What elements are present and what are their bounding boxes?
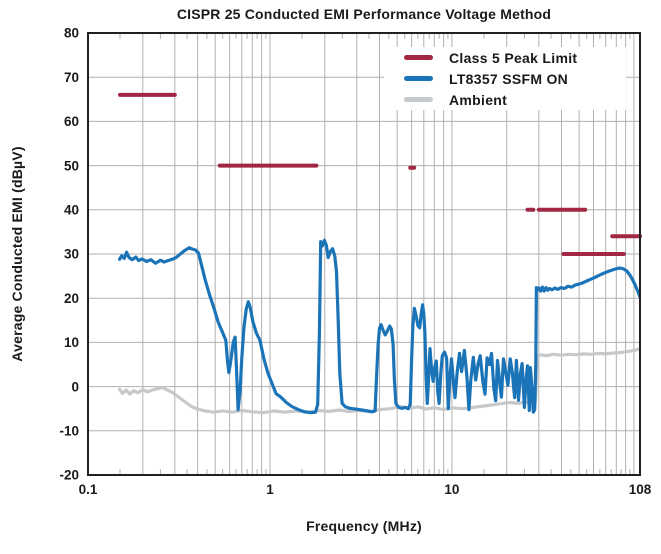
- y-tick-label: 80: [64, 26, 79, 41]
- y-tick-label: 30: [64, 247, 79, 262]
- y-tick-label: -20: [59, 468, 79, 483]
- legend-item-1: LT8357 SSFM ON: [404, 70, 626, 87]
- legend-label: Class 5 Peak Limit: [449, 49, 578, 66]
- y-tick-label: 10: [64, 335, 79, 350]
- legend-swatch-icon: [404, 76, 433, 81]
- y-tick-label: 0: [71, 379, 79, 394]
- chart-title: CISPR 25 Conducted EMI Performance Volta…: [176, 6, 552, 22]
- x-tick-label: 1: [266, 482, 274, 497]
- y-tick-label: 50: [64, 158, 79, 173]
- legend-label: Ambient: [449, 91, 508, 108]
- series-line-lt8357-ssfm-on: [117, 238, 640, 415]
- legend-item-0: Class 5 Peak Limit: [404, 49, 626, 66]
- y-tick-label: 40: [64, 203, 79, 218]
- legend-swatch-icon: [404, 55, 433, 60]
- legend-item-2: Ambient: [404, 91, 626, 108]
- y-tick-label: 70: [64, 70, 79, 85]
- axis-frame: [87, 32, 641, 476]
- y-tick-label: 60: [64, 114, 79, 129]
- legend-swatch-icon: [404, 97, 433, 102]
- legend: Class 5 Peak Limit LT8357 SSFM ON Ambient: [384, 47, 626, 110]
- x-axis-label: Frequency (MHz): [306, 518, 422, 534]
- series-line-ambient: [117, 347, 640, 415]
- x-tick-label: 10: [444, 482, 459, 497]
- y-tick-label: -10: [59, 424, 79, 439]
- y-axis-label: Average Conducted EMI (dBµV): [9, 146, 25, 362]
- legend-label: LT8357 SSFM ON: [449, 70, 569, 87]
- y-tick-label: 20: [64, 291, 79, 306]
- x-tick-label: 108: [629, 482, 652, 497]
- x-tick-label: 0.1: [79, 482, 98, 497]
